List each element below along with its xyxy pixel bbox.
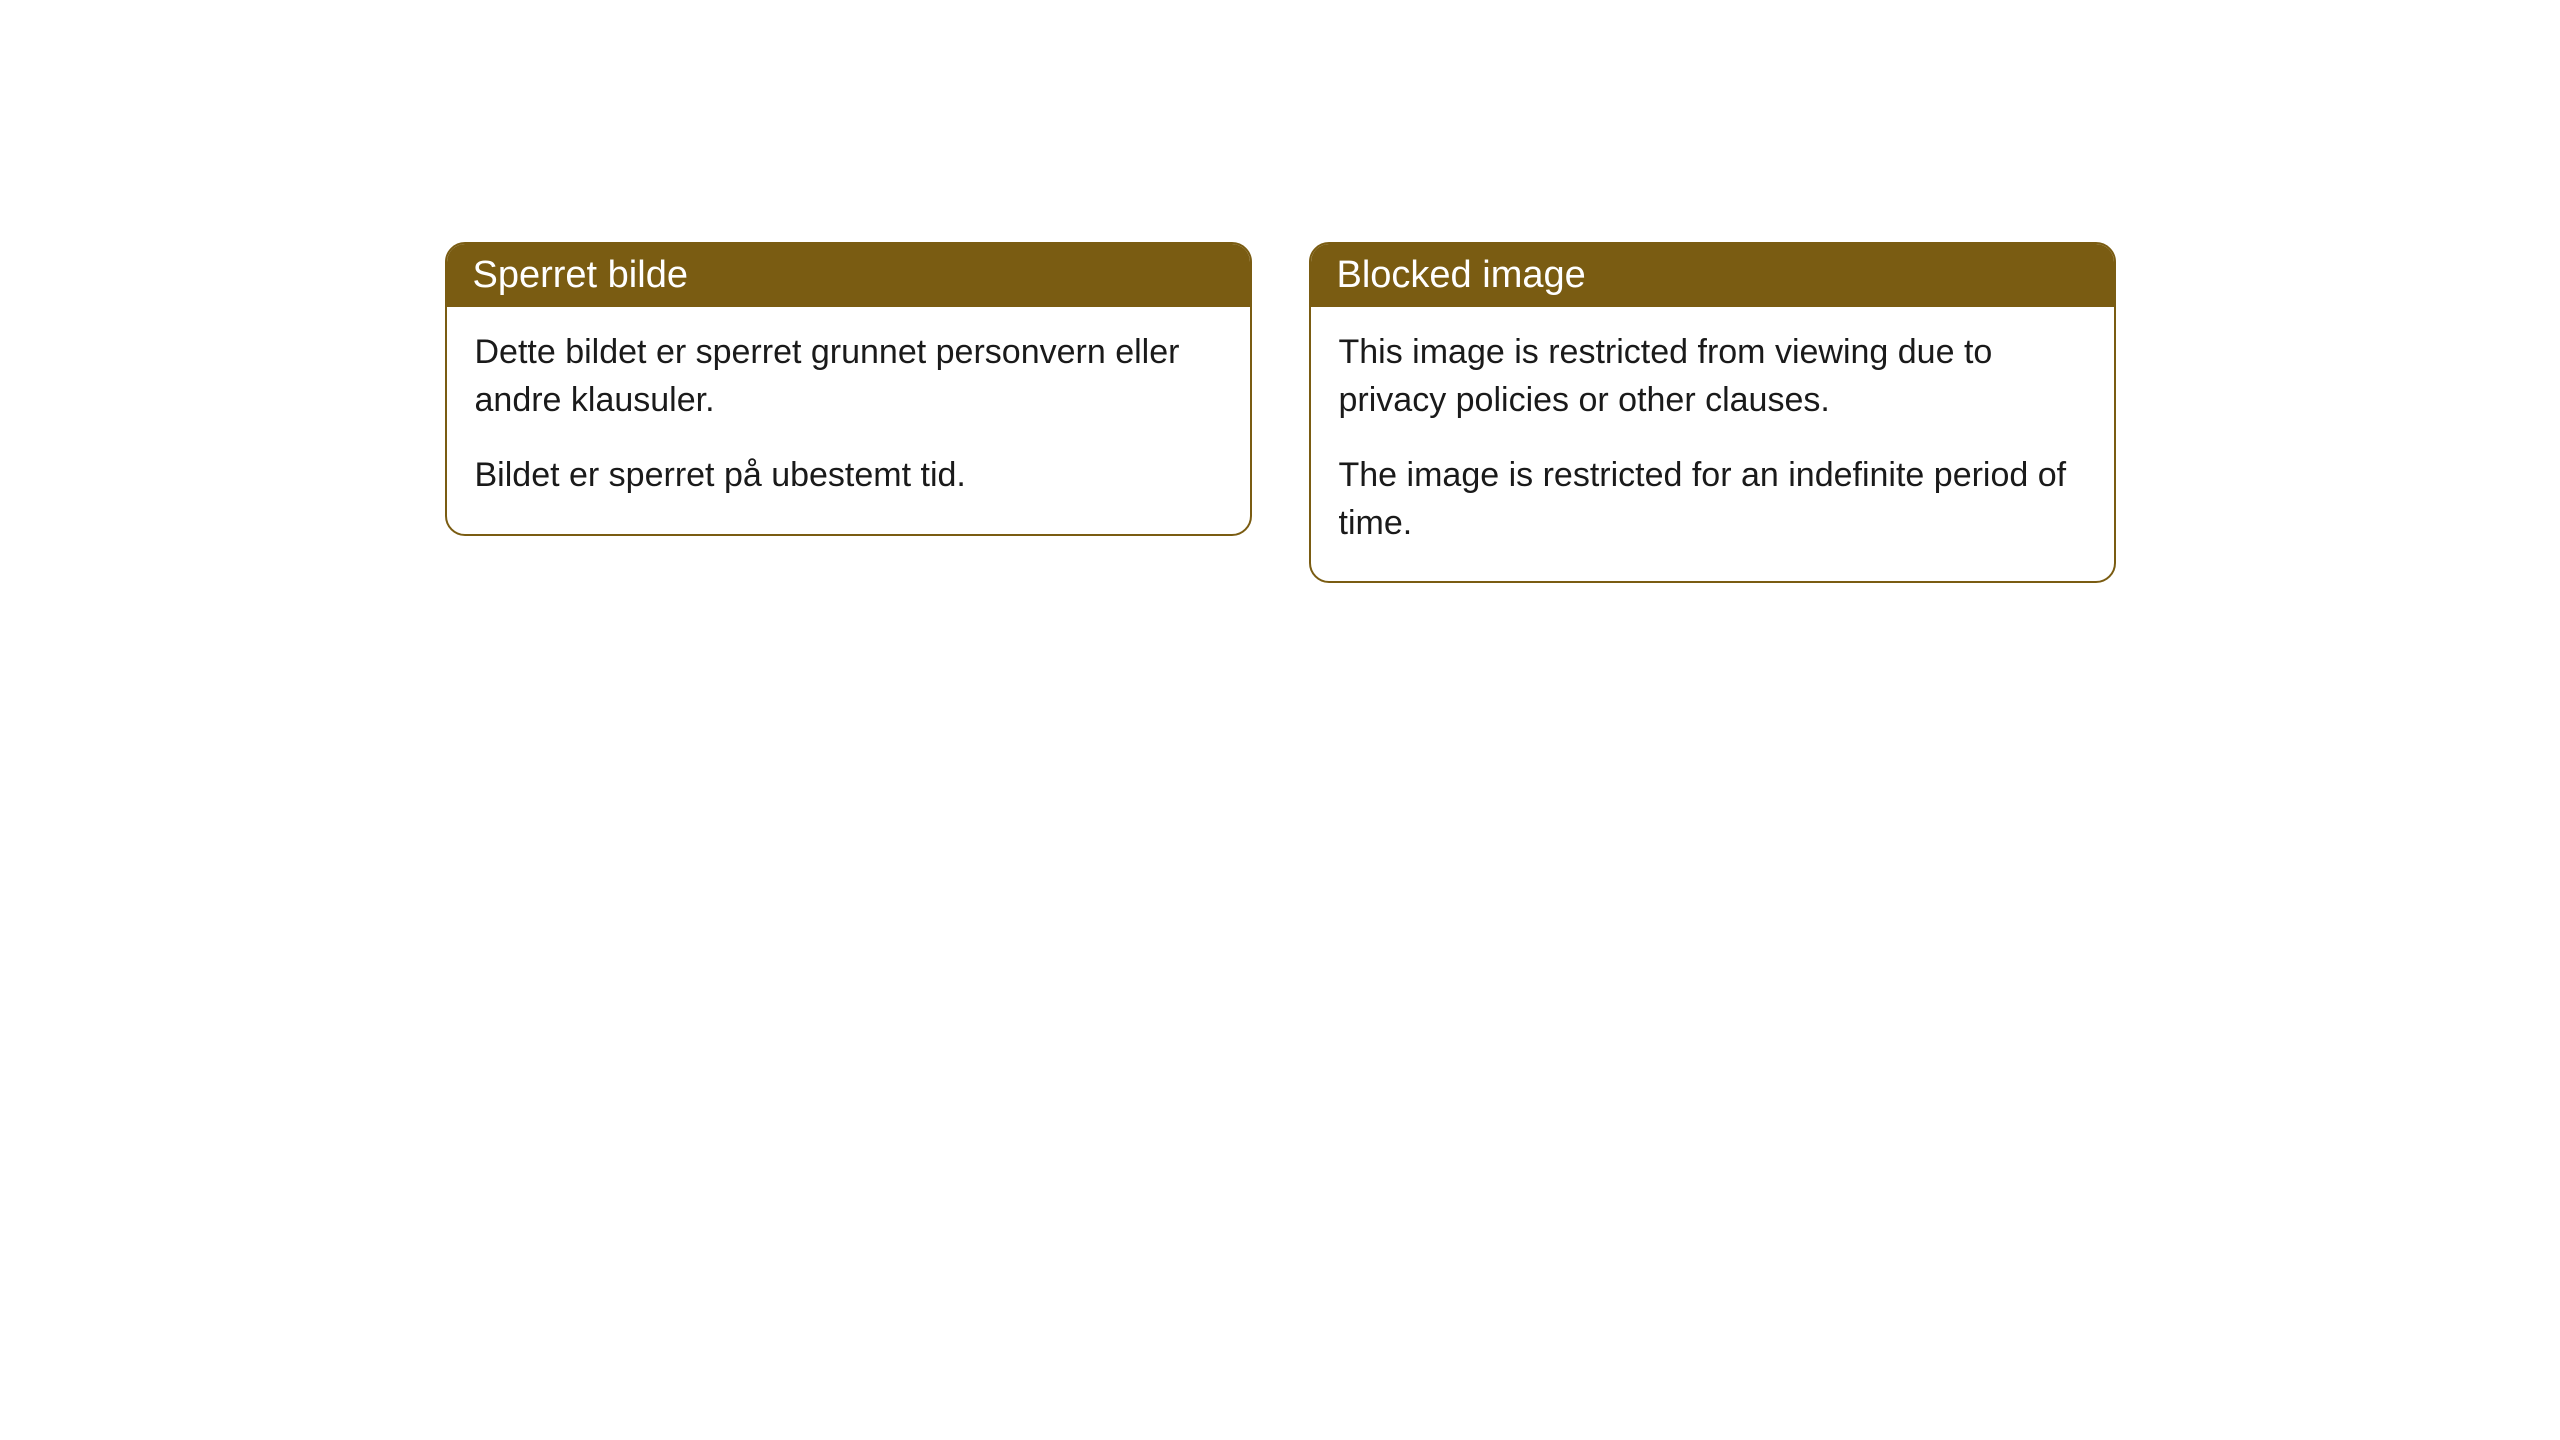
card-header-norwegian: Sperret bilde [447,244,1250,307]
card-header-english: Blocked image [1311,244,2114,307]
card-body-english: This image is restricted from viewing du… [1311,307,2114,581]
card-paragraph-1: Dette bildet er sperret grunnet personve… [475,329,1222,424]
card-norwegian: Sperret bilde Dette bildet er sperret gr… [445,242,1252,536]
card-paragraph-2: Bildet er sperret på ubestemt tid. [475,452,1222,500]
card-english: Blocked image This image is restricted f… [1309,242,2116,583]
cards-container: Sperret bilde Dette bildet er sperret gr… [445,242,2116,1440]
card-title: Sperret bilde [473,254,688,296]
card-paragraph-2: The image is restricted for an indefinit… [1339,452,2086,547]
card-paragraph-1: This image is restricted from viewing du… [1339,329,2086,424]
card-title: Blocked image [1337,254,1586,296]
card-body-norwegian: Dette bildet er sperret grunnet personve… [447,307,1250,534]
